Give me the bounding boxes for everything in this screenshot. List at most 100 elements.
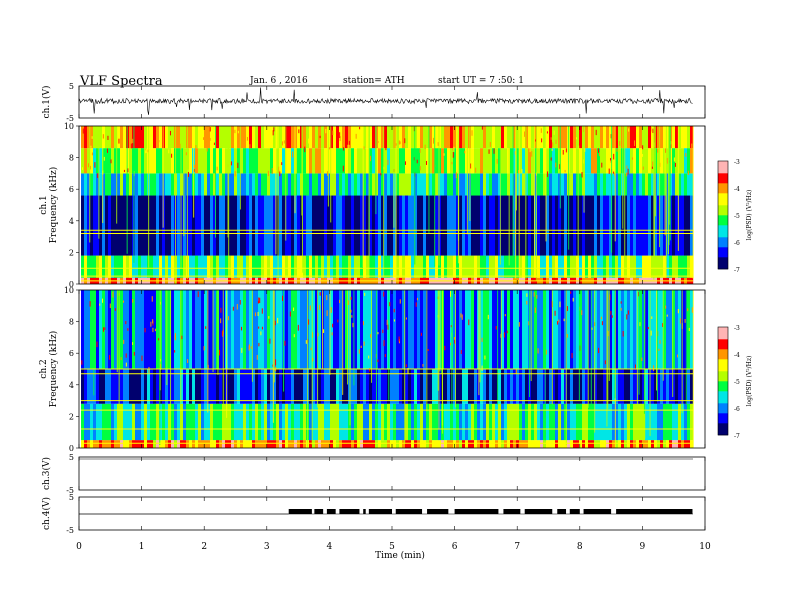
spectrogram-cell: [444, 148, 448, 174]
spectrogram-cell: [261, 148, 265, 174]
spectrogram-speck: [660, 129, 662, 133]
spectrogram-cell: [156, 403, 160, 441]
sferic-streak: [440, 290, 442, 374]
spectrogram-cell: [156, 173, 160, 196]
spectrogram-cell: [180, 369, 184, 404]
spectrogram-cell: [258, 148, 262, 174]
spectrogram-cell: [684, 148, 688, 174]
spectrogram-cell: [357, 403, 361, 441]
spectrogram-cell: [429, 290, 433, 369]
spectrogram-cell: [357, 195, 361, 256]
spectrogram-cell: [426, 195, 430, 256]
spectrogram-cell: [270, 290, 274, 369]
spectrogram-cell: [237, 173, 241, 196]
spectrogram-cell: [282, 195, 286, 256]
spectrogram-cell: [501, 195, 505, 256]
spectrogram-cell: [342, 369, 346, 404]
spectrogram-speck: [109, 354, 111, 360]
sferic-streak: [665, 126, 667, 278]
sferic-streak: [362, 126, 364, 268]
spectrogram-cell: [621, 403, 625, 441]
spectrogram-cell: [675, 290, 679, 369]
colorbar-cell: [718, 163, 728, 166]
spectrogram-speck: [578, 145, 580, 149]
spectrogram-cell: [471, 440, 475, 448]
spectrogram-cell: [474, 126, 478, 149]
spectrogram-speck: [631, 141, 633, 148]
spectrogram-speck: [133, 351, 135, 356]
colorbar-frame: [717, 326, 729, 436]
spectrogram-cell: [474, 195, 478, 256]
ch4-burst-segment: [326, 509, 336, 514]
spectrogram-cell: [198, 369, 202, 404]
spectrogram-cell: [675, 126, 679, 149]
ch4-burst-segment: [616, 509, 693, 514]
spectrogram-cell: [291, 440, 295, 448]
spectrogram-cell: [369, 195, 373, 256]
spectrogram-speck: [652, 161, 654, 166]
spectrogram-cell: [285, 255, 289, 278]
colorbar-cell: [718, 229, 728, 232]
spectrogram-cell: [528, 195, 532, 256]
spectrogram-cell: [510, 403, 514, 441]
spectrogram-cell: [84, 255, 88, 278]
spectrogram-cell: [300, 195, 304, 256]
spectrogram-cell: [588, 126, 592, 149]
spectrogram-speck: [622, 331, 624, 337]
spectrogram-cell: [216, 126, 220, 149]
sferic-streak: [375, 290, 377, 433]
spectrogram-cell: [255, 173, 259, 196]
spectrogram-speck: [653, 365, 655, 372]
sferic-streak: [217, 290, 219, 375]
spectrogram-cell: [648, 173, 652, 196]
spectrogram-cell: [222, 126, 226, 149]
spectrogram-cell: [174, 290, 178, 369]
spectrogram-cell: [381, 369, 385, 404]
spectrogram-cell: [414, 255, 418, 278]
colorbar-cell: [718, 257, 728, 260]
spectrogram-cell: [318, 255, 322, 278]
spectrogram-speck: [281, 141, 283, 146]
spectrogram-speck: [281, 162, 283, 166]
spectrogram-cell: [666, 126, 670, 149]
spectrogram-cell: [510, 290, 514, 369]
spectrogram-speck: [363, 146, 365, 150]
spectrogram-cell: [372, 126, 376, 149]
spectrogram-cell: [336, 148, 340, 174]
spectrogram-cell: [426, 403, 430, 441]
spectrogram-cell: [330, 173, 334, 196]
spectrogram-cell: [93, 173, 97, 196]
sferic-streak: [116, 290, 118, 373]
spectrogram-cell: [216, 255, 220, 278]
spectrogram-cell: [198, 440, 202, 448]
x-tick-label: 10: [699, 542, 711, 552]
spectrogram-cell: [690, 126, 694, 149]
spectrogram-speck: [370, 334, 372, 338]
sferic-streak: [239, 126, 241, 210]
spectrogram-cell: [117, 440, 121, 448]
spectrogram-cell: [576, 126, 580, 149]
spectrogram-speck: [145, 150, 147, 154]
spectrogram-cell: [240, 255, 244, 278]
colorbar-cell: [718, 207, 728, 210]
spectrogram-cell: [318, 290, 322, 369]
spectrogram-cell: [435, 173, 439, 196]
spectrogram-cell: [138, 126, 142, 149]
spectrogram-cell: [303, 403, 307, 441]
spectrogram-cell: [306, 255, 310, 278]
spectrogram-cell: [480, 195, 484, 256]
spectrogram-cell: [690, 255, 694, 278]
y-tick-label: -5: [66, 114, 74, 123]
spectrogram-cell: [333, 290, 337, 369]
spectrogram-cell: [330, 126, 334, 149]
spectrogram-speck: [261, 308, 263, 314]
spectrogram-cell: [522, 440, 526, 448]
spectrogram-cell: [333, 403, 337, 441]
spectrogram-speck: [515, 368, 517, 374]
spectrogram-cell: [96, 173, 100, 196]
spectrogram-cell: [510, 255, 514, 278]
spectrogram-cell: [675, 195, 679, 256]
spectrogram-cell: [381, 148, 385, 174]
spectrogram-cell: [435, 290, 439, 369]
spectrogram-cell: [549, 195, 553, 256]
